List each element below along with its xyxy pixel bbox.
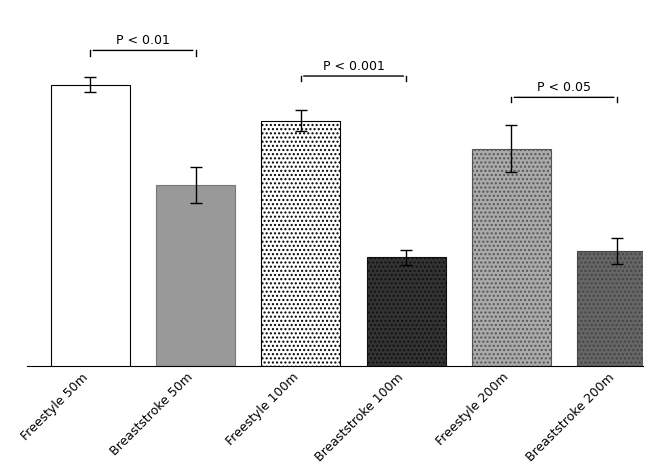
- Text: P < 0.001: P < 0.001: [322, 60, 385, 73]
- Bar: [367, 257, 446, 471]
- Text: P < 0.01: P < 0.01: [116, 34, 170, 47]
- Text: P < 0.05: P < 0.05: [537, 81, 591, 94]
- Bar: [261, 121, 341, 471]
- Bar: [156, 185, 235, 471]
- Bar: [51, 85, 130, 471]
- Bar: [577, 251, 650, 471]
- Bar: [472, 148, 551, 471]
